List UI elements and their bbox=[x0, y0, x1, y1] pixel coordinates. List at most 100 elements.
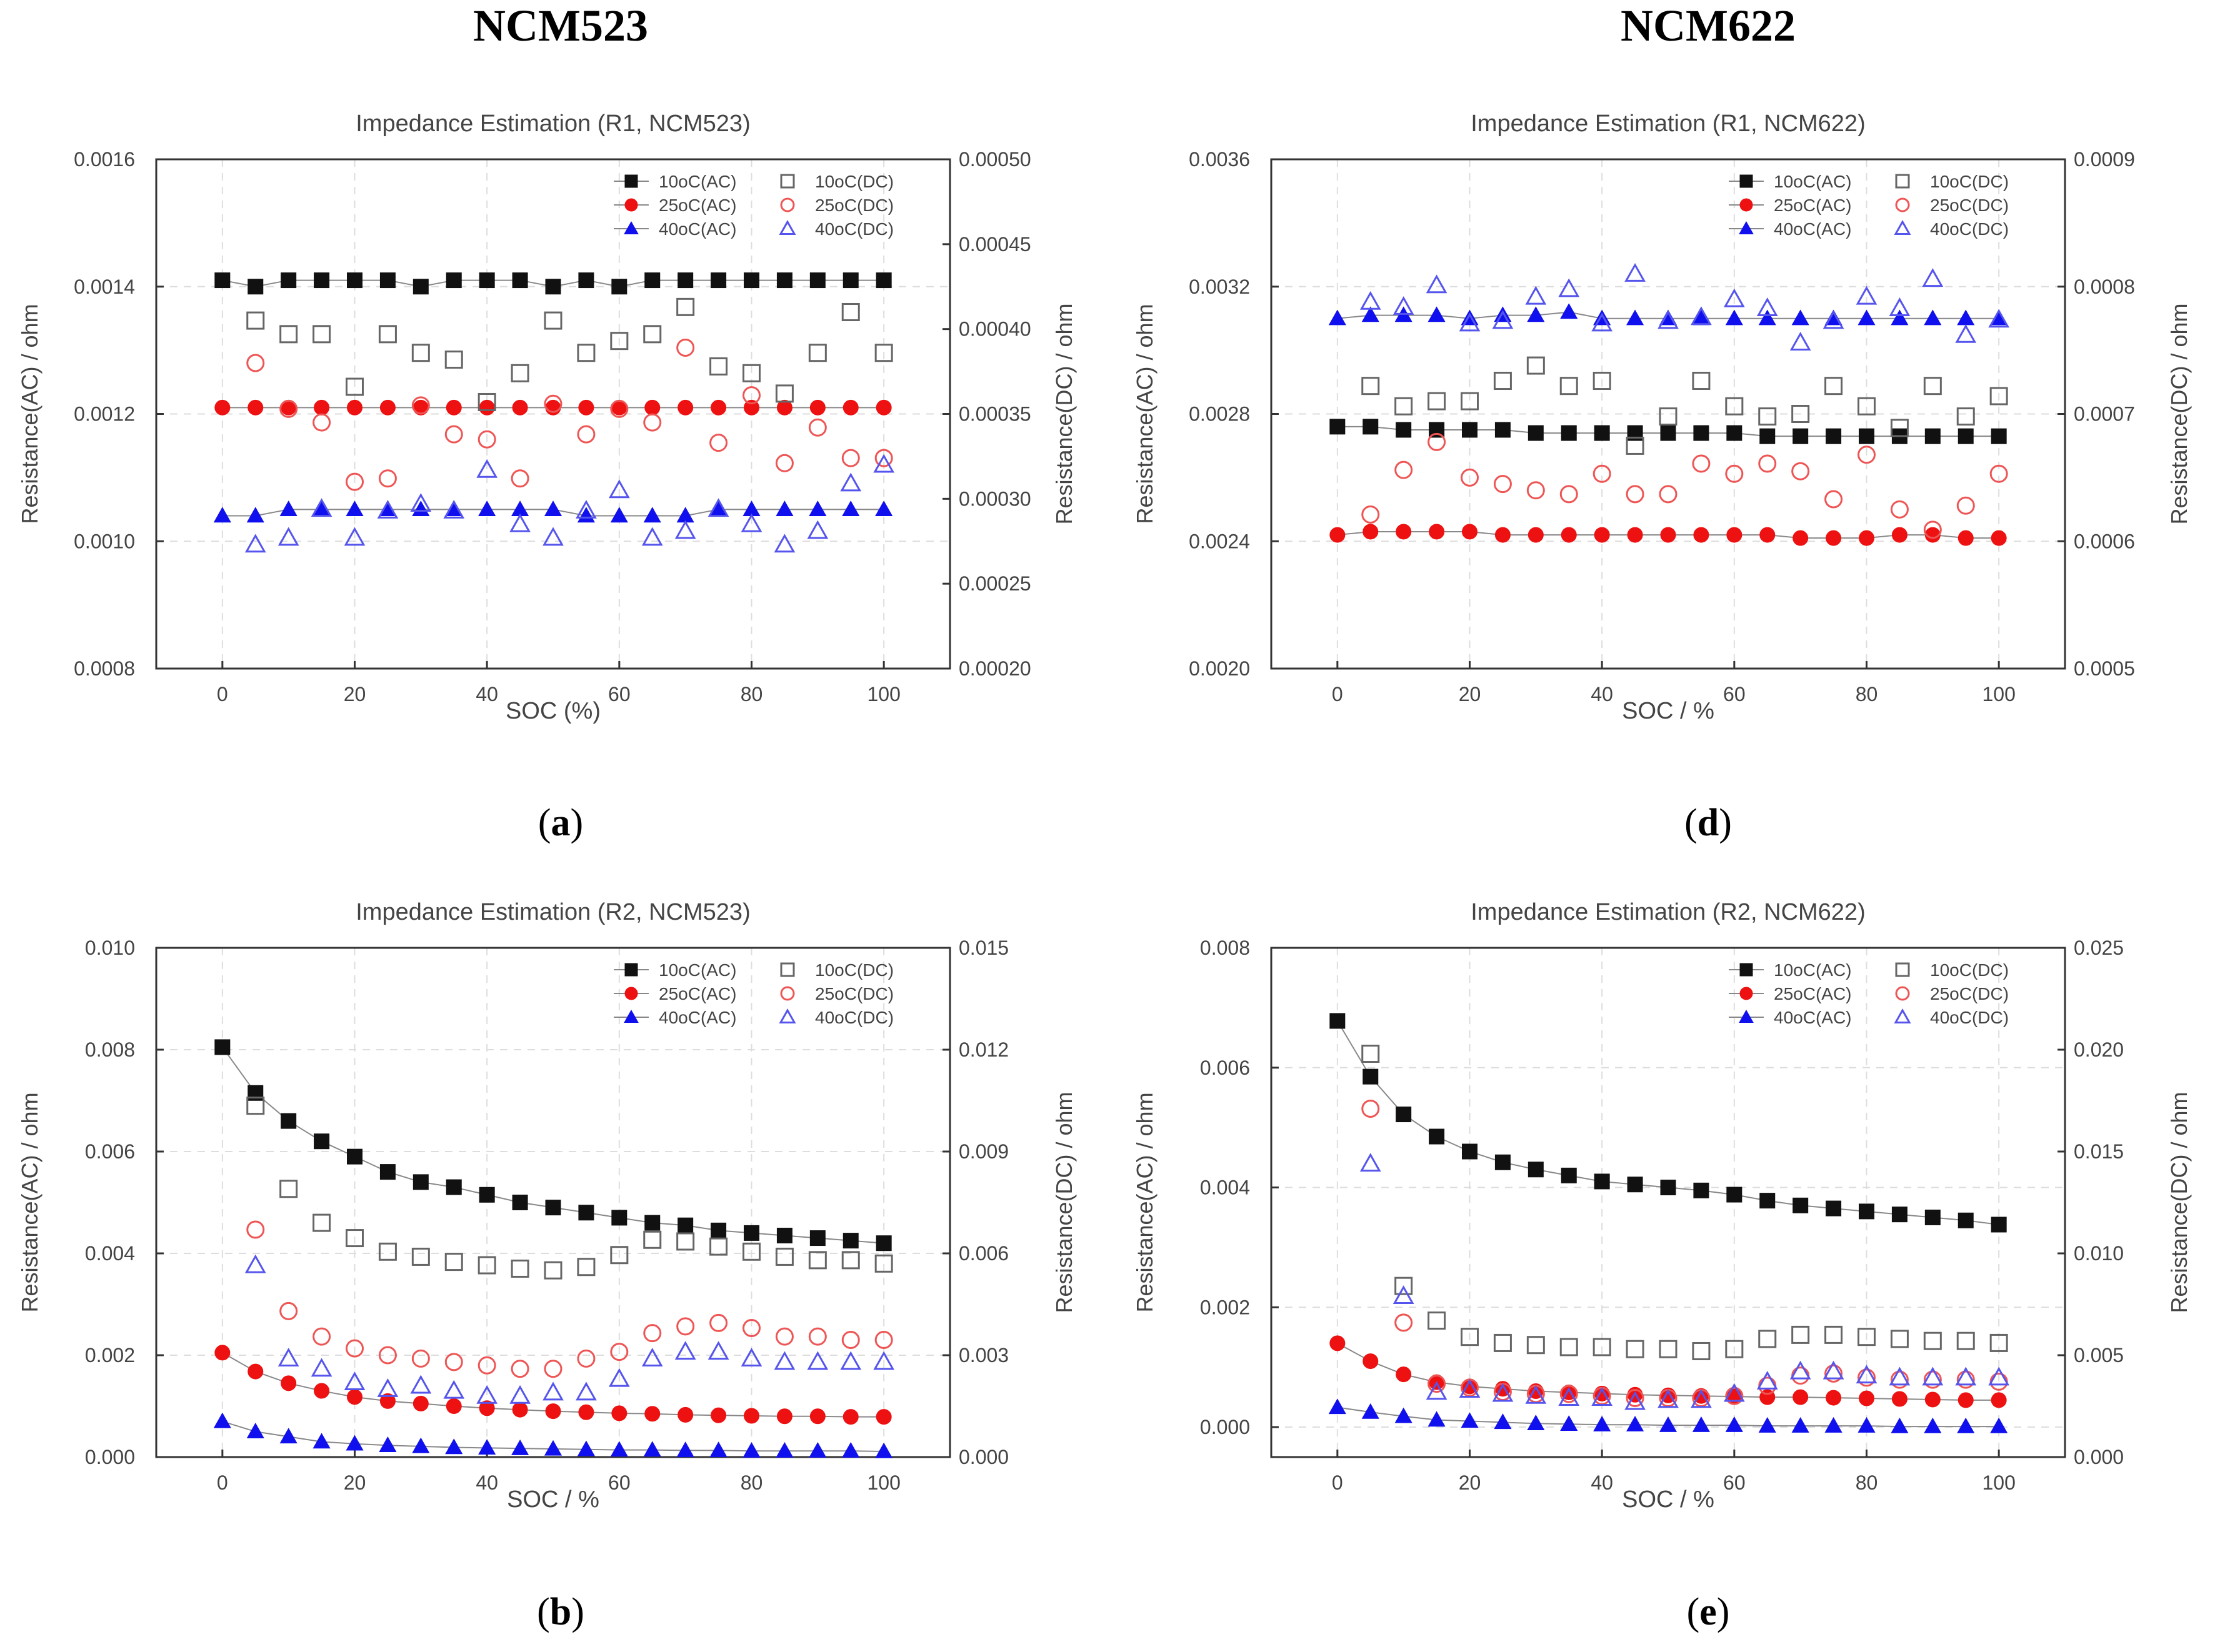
data-point bbox=[808, 1251, 827, 1270]
data-point bbox=[511, 1259, 529, 1278]
data-point bbox=[1693, 527, 1709, 543]
y2-tick-label: 0.0007 bbox=[2074, 403, 2135, 425]
data-point bbox=[676, 297, 695, 316]
series-40oc-dc- bbox=[1359, 1153, 2010, 1410]
data-point bbox=[744, 1408, 759, 1424]
data-point bbox=[874, 449, 893, 467]
series-10oc-ac- bbox=[1329, 1013, 2007, 1233]
data-point bbox=[1396, 422, 1412, 438]
data-point bbox=[1922, 1366, 1944, 1386]
data-point bbox=[1990, 1417, 2008, 1433]
data-point bbox=[412, 500, 430, 517]
data-point bbox=[807, 1351, 829, 1370]
legend: 10oC(AC) 25oC(AC) 40oC(AC) 10oC(DC) 25oC(DC)… bbox=[614, 172, 894, 239]
legend-label: 40oC(AC) bbox=[1774, 1008, 1851, 1027]
data-point bbox=[1859, 1203, 1874, 1220]
data-point bbox=[841, 1251, 860, 1270]
data-point bbox=[1725, 397, 1744, 415]
data-point bbox=[246, 354, 265, 372]
data-point bbox=[1659, 485, 1678, 504]
y-tick-label: 0.0020 bbox=[1189, 657, 1250, 680]
data-point bbox=[379, 1164, 396, 1180]
data-point bbox=[1462, 524, 1478, 540]
x-tick-label: 100 bbox=[1982, 1471, 2015, 1494]
x-tick-label: 80 bbox=[1856, 1471, 1878, 1494]
data-point bbox=[1593, 1416, 1611, 1431]
data-point bbox=[744, 399, 759, 415]
data-point bbox=[1558, 278, 1580, 297]
data-point bbox=[1428, 1375, 1446, 1393]
data-point bbox=[1824, 377, 1843, 396]
data-point bbox=[411, 396, 430, 415]
data-point bbox=[1493, 1333, 1512, 1352]
data-point bbox=[213, 1412, 231, 1428]
legend-marker bbox=[1894, 1008, 1911, 1023]
data-point bbox=[246, 311, 265, 330]
legend-marker bbox=[624, 198, 638, 212]
data-point bbox=[444, 1253, 463, 1271]
y2-tick-label: 0.000 bbox=[959, 1446, 1009, 1468]
data-point bbox=[544, 1440, 562, 1456]
data-point bbox=[1958, 428, 1974, 444]
data-point bbox=[314, 1133, 330, 1150]
data-point bbox=[1359, 1153, 1381, 1172]
data-point bbox=[1329, 1013, 1346, 1029]
data-point bbox=[1558, 1387, 1580, 1406]
data-point bbox=[1592, 372, 1611, 391]
data-point bbox=[1560, 303, 1578, 319]
data-point bbox=[1791, 1366, 1810, 1385]
data-point bbox=[1429, 1128, 1445, 1145]
data-point bbox=[1626, 1388, 1644, 1407]
y2-axis-label: Resistance(DC) / ohm bbox=[1051, 303, 1077, 524]
data-point bbox=[741, 513, 762, 532]
data-point bbox=[1426, 1381, 1448, 1400]
data-point bbox=[478, 1439, 496, 1455]
data-point bbox=[544, 394, 562, 413]
data-point bbox=[1428, 392, 1446, 411]
data-point bbox=[611, 1210, 628, 1226]
data-point bbox=[1361, 1100, 1380, 1118]
x-tick-label: 40 bbox=[1591, 683, 1613, 705]
plot-frame bbox=[1270, 947, 2066, 1458]
y-tick-label: 0.004 bbox=[1200, 1177, 1250, 1199]
series-25oc-ac- bbox=[214, 1345, 892, 1425]
data-point bbox=[1429, 524, 1445, 540]
legend: 10oC(AC) 25oC(AC) 40oC(AC) 10oC(DC) 25oC(DC)… bbox=[1729, 960, 2009, 1027]
data-point bbox=[643, 325, 662, 344]
data-point bbox=[1758, 454, 1777, 473]
legend-marker bbox=[624, 221, 639, 234]
data-point bbox=[641, 527, 663, 546]
data-point bbox=[641, 1348, 663, 1366]
data-point bbox=[377, 1378, 399, 1397]
legend-marker bbox=[1739, 174, 1753, 188]
data-point bbox=[611, 279, 628, 295]
data-point bbox=[1891, 527, 1908, 543]
data-point bbox=[1461, 392, 1479, 411]
x-axis-label: SOC (%) bbox=[506, 698, 601, 724]
data-point bbox=[346, 1229, 364, 1248]
data-point bbox=[443, 499, 465, 519]
data-point bbox=[1824, 490, 1843, 509]
x-tick-label: 100 bbox=[867, 1471, 900, 1494]
data-point bbox=[1591, 1387, 1613, 1406]
data-point bbox=[1626, 1340, 1644, 1358]
legend-marker bbox=[1895, 986, 1910, 1001]
data-point bbox=[1924, 428, 1941, 444]
legend: 10oC(AC) 25oC(AC) 40oC(AC) 10oC(DC) 25oC(DC)… bbox=[1729, 172, 2009, 239]
data-point bbox=[278, 527, 299, 546]
data-point bbox=[1493, 475, 1512, 494]
data-point bbox=[542, 1381, 564, 1401]
series-25oc-ac- bbox=[1329, 524, 2007, 546]
data-point bbox=[809, 272, 826, 289]
data-point bbox=[1924, 1209, 1941, 1225]
data-point bbox=[347, 399, 362, 415]
data-point bbox=[410, 493, 432, 512]
data-point bbox=[1527, 306, 1545, 322]
data-point bbox=[1957, 1417, 1975, 1433]
data-point bbox=[412, 279, 429, 295]
data-point bbox=[1924, 309, 1942, 326]
data-point bbox=[479, 272, 495, 289]
data-point bbox=[1991, 1392, 2007, 1408]
data-point bbox=[244, 1254, 266, 1273]
